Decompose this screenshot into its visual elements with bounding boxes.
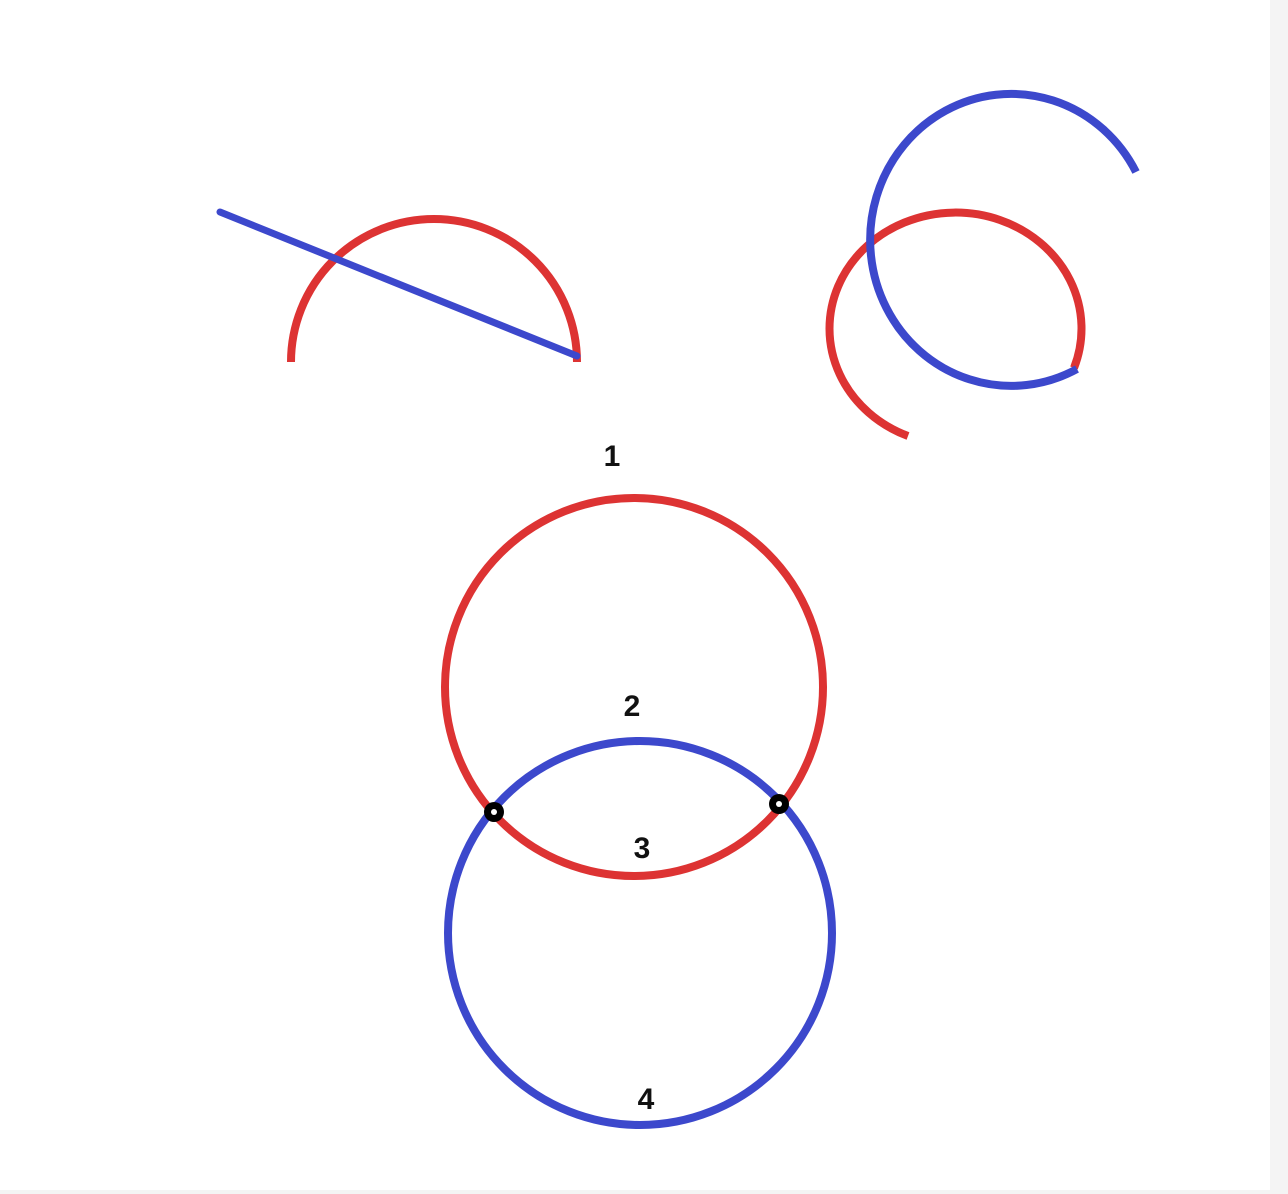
intersection-point-right-center	[776, 801, 782, 807]
label-4: 4	[638, 1083, 655, 1116]
red-upper-circle	[441, 494, 827, 880]
blue-chord-line	[216, 208, 581, 360]
red-semicircle-arc	[287, 215, 581, 363]
red-partial-circle-arc	[825, 208, 1086, 440]
intersecting-circles	[441, 494, 836, 1129]
label-2: 2	[624, 690, 641, 723]
intersection-point-left-center	[491, 809, 497, 815]
label-3: 3	[634, 832, 651, 865]
overlapping-partial-circles	[825, 89, 1140, 440]
semicircle-with-chord	[216, 208, 581, 363]
blue-partial-circle-arc	[866, 89, 1140, 390]
blue-lower-circle	[444, 737, 836, 1129]
label-1: 1	[604, 440, 621, 473]
